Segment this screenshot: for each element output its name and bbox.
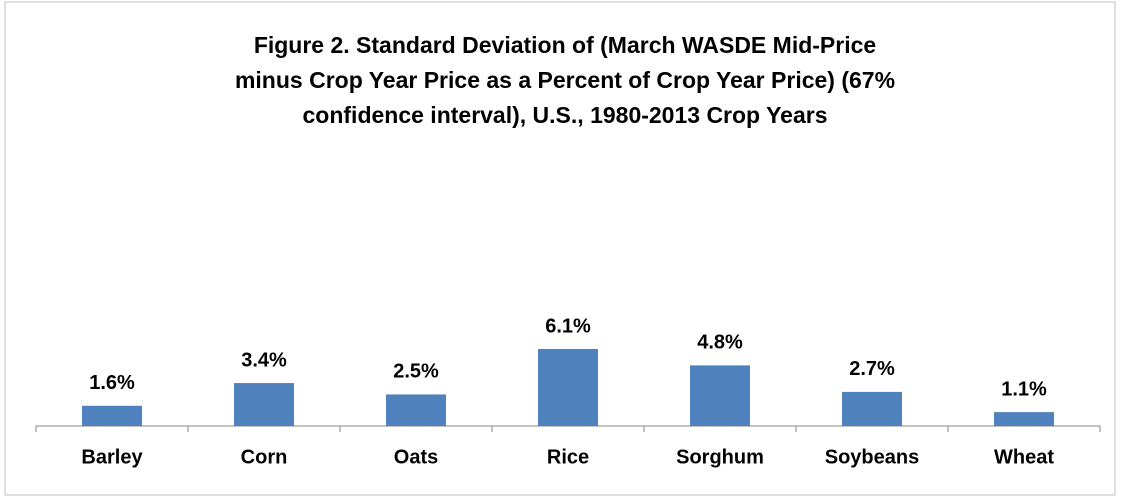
bar (82, 405, 142, 426)
x-tick-label: Wheat (994, 446, 1054, 468)
data-label: 3.4% (241, 349, 287, 371)
bar (994, 412, 1054, 426)
bar (386, 394, 446, 426)
bar (234, 383, 294, 426)
data-label: 4.8% (697, 332, 743, 354)
bar (690, 365, 750, 426)
x-tick-label: Soybeans (825, 446, 919, 468)
x-tick-label: Sorghum (676, 446, 764, 468)
x-tick-label: Oats (394, 446, 438, 468)
x-tick-label: Barley (81, 446, 143, 468)
chart-title: Figure 2. Standard Deviation of (March W… (235, 32, 895, 128)
data-label: 6.1% (545, 315, 591, 337)
data-label: 1.6% (89, 372, 135, 394)
x-tick-label: Rice (547, 446, 589, 468)
data-label: 2.7% (849, 358, 895, 380)
data-label: 1.1% (1001, 378, 1047, 400)
bar (538, 349, 598, 426)
x-tick-label: Corn (241, 446, 288, 468)
data-label: 2.5% (393, 361, 439, 383)
bar (842, 391, 902, 426)
